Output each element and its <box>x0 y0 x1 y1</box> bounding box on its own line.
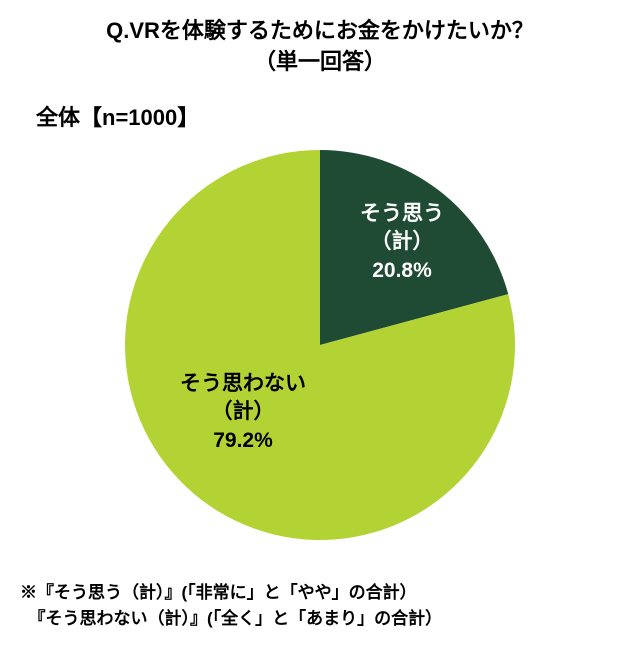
title-line1: Q.VRを体験するためにお金をかけたいか？ <box>0 16 640 47</box>
chart-container: Q.VRを体験するためにお金をかけたいか？ （単一回答） 全体【n=1000】 … <box>0 0 640 651</box>
slice-label-line1: そう思わない <box>180 370 306 398</box>
slice-label-line3: 79.2% <box>180 427 306 455</box>
slice-label-line2: （計） <box>360 228 444 256</box>
slice-label-line3: 20.8% <box>360 257 444 285</box>
title-line2: （単一回答） <box>0 47 640 78</box>
slice-label-disagree: そう思わない（計）79.2% <box>180 370 306 455</box>
pie-svg <box>125 150 515 540</box>
chart-title: Q.VRを体験するためにお金をかけたいか？ （単一回答） <box>0 16 640 78</box>
slice-label-line2: （計） <box>180 398 306 426</box>
sample-size-label: 全体【n=1000】 <box>36 100 199 132</box>
pie-chart <box>125 150 515 540</box>
footnote-line2: 『そう思わない（計）』(「全く」と「あまり」の合計） <box>20 606 442 632</box>
footnote-line1: ※『そう思う（計）』(「非常に」と「やや」の合計） <box>20 580 442 606</box>
slice-label-agree: そう思う（計）20.8% <box>360 200 444 285</box>
footnote: ※『そう思う（計）』(「非常に」と「やや」の合計） 『そう思わない（計）』(「全… <box>20 580 442 631</box>
slice-label-line1: そう思う <box>360 200 444 228</box>
